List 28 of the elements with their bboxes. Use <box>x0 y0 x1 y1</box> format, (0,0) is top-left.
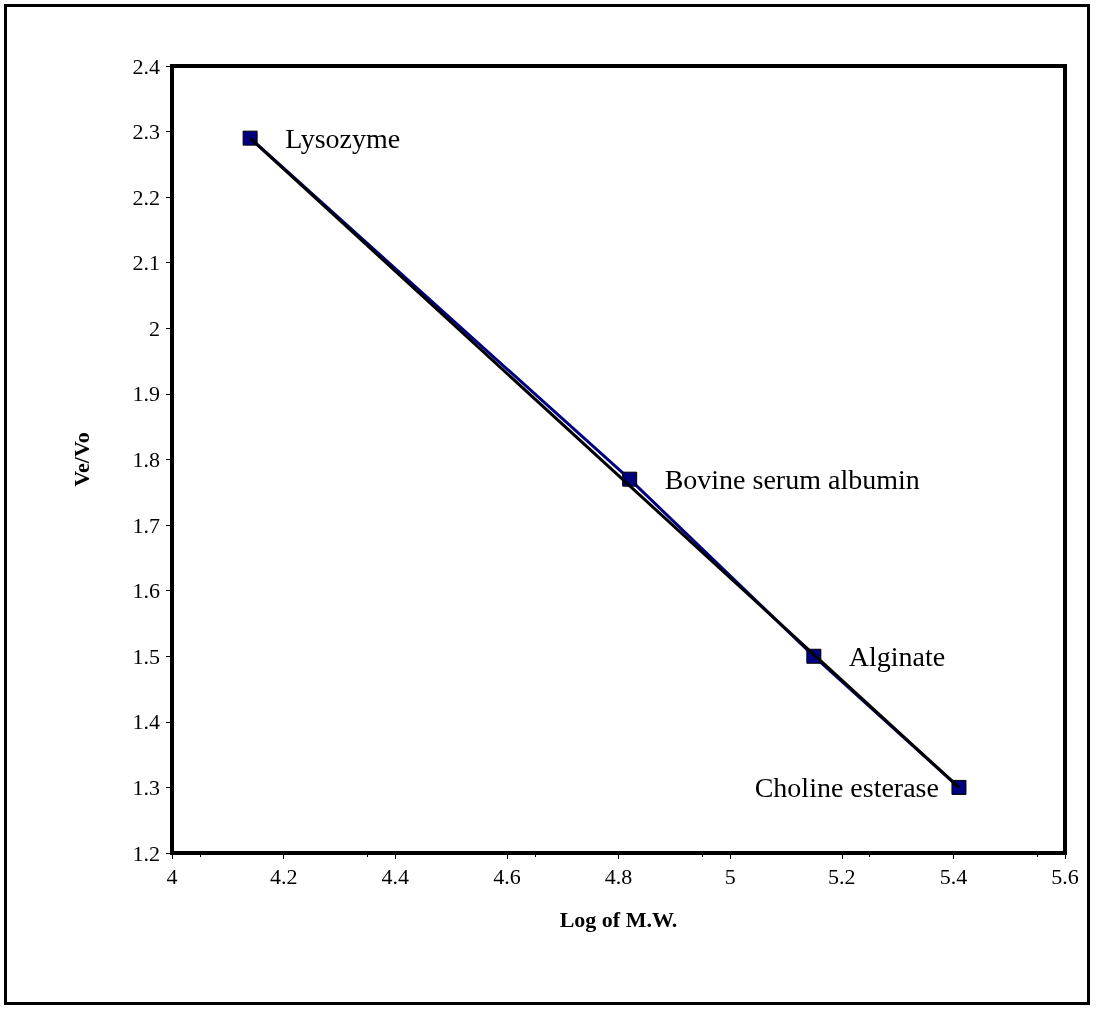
x-axis-title: Log of M.W. <box>559 906 678 932</box>
y-tick-label: 1.8 <box>132 447 160 472</box>
y-tick-label: 1.4 <box>132 709 160 735</box>
y-tick-label: 1.6 <box>132 578 160 604</box>
annotation: Alginate <box>848 640 946 672</box>
x-tick-label: 5.6 <box>1051 863 1079 889</box>
y-tick-label: 1.7 <box>132 512 160 538</box>
y-tick-label: 1.3 <box>132 774 160 800</box>
annotation: Choline esterase <box>754 771 939 803</box>
y-tick-label: 2.2 <box>132 184 160 210</box>
x-tick-label: 4.2 <box>269 863 298 889</box>
x-tick-label: 5.4 <box>939 863 968 889</box>
y-tick-label: 1.5 <box>132 643 160 669</box>
y-tick-label: 1.9 <box>132 381 160 407</box>
annotation: Bovine serum albumin <box>664 463 920 495</box>
x-tick-label: 4.4 <box>381 863 409 889</box>
y-tick-label: 1.2 <box>132 840 160 866</box>
y-tick-label: 2.4 <box>132 53 160 79</box>
x-tick-label: 4.6 <box>493 863 521 889</box>
x-tick-label: 4.8 <box>604 863 633 889</box>
y-axis-title: Ve/Vo <box>68 432 94 487</box>
annotation: Lysozyme <box>285 122 401 154</box>
x-tick-label: 4 <box>166 863 178 889</box>
y-tick-label: 2.1 <box>132 250 160 276</box>
y-tick-label: 2 <box>149 315 160 341</box>
x-tick-label: 5.2 <box>828 863 856 889</box>
x-tick-label: 5 <box>724 863 736 889</box>
y-tick-label: 2.3 <box>132 119 160 145</box>
